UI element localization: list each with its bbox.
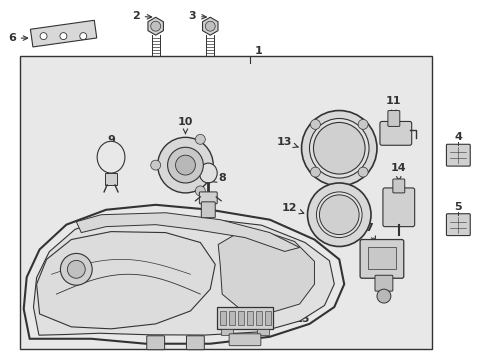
Circle shape (376, 289, 390, 303)
FancyBboxPatch shape (221, 329, 233, 335)
Circle shape (310, 167, 320, 177)
Ellipse shape (97, 141, 124, 173)
Circle shape (357, 120, 367, 129)
FancyBboxPatch shape (379, 121, 411, 145)
Text: 13: 13 (276, 137, 298, 148)
Circle shape (61, 253, 92, 285)
FancyBboxPatch shape (186, 336, 204, 350)
Polygon shape (202, 17, 218, 35)
Circle shape (157, 137, 213, 193)
FancyBboxPatch shape (359, 239, 403, 278)
FancyBboxPatch shape (256, 329, 268, 335)
FancyBboxPatch shape (255, 311, 262, 325)
FancyBboxPatch shape (146, 336, 164, 350)
Circle shape (309, 118, 368, 178)
FancyBboxPatch shape (264, 311, 270, 325)
Text: 9: 9 (107, 135, 115, 151)
Circle shape (167, 147, 203, 183)
Circle shape (40, 33, 47, 40)
Text: 14: 14 (390, 163, 406, 181)
FancyBboxPatch shape (387, 111, 399, 126)
Circle shape (313, 122, 365, 174)
Circle shape (175, 155, 195, 175)
Circle shape (195, 134, 205, 144)
Text: 12: 12 (281, 203, 303, 214)
Circle shape (307, 183, 370, 247)
Polygon shape (24, 205, 344, 344)
Text: 15: 15 (276, 314, 309, 324)
Polygon shape (37, 231, 215, 329)
FancyBboxPatch shape (229, 334, 260, 346)
Circle shape (319, 195, 358, 235)
Text: 7: 7 (365, 222, 375, 241)
Bar (30, 20, 97, 47)
Text: 1: 1 (254, 46, 262, 56)
FancyBboxPatch shape (220, 311, 225, 325)
Circle shape (80, 33, 86, 40)
Polygon shape (148, 17, 163, 35)
Text: 2: 2 (132, 11, 151, 21)
FancyBboxPatch shape (199, 192, 217, 204)
Polygon shape (76, 213, 299, 251)
Circle shape (150, 21, 161, 31)
Polygon shape (33, 215, 334, 335)
FancyBboxPatch shape (382, 188, 414, 227)
Circle shape (310, 120, 320, 129)
Circle shape (60, 33, 67, 40)
FancyBboxPatch shape (246, 311, 252, 325)
Circle shape (316, 192, 361, 238)
FancyBboxPatch shape (446, 144, 469, 166)
Text: 6: 6 (8, 33, 28, 43)
Text: 11: 11 (386, 96, 401, 114)
FancyBboxPatch shape (105, 173, 117, 185)
Text: 4: 4 (453, 132, 461, 142)
Text: 3: 3 (188, 11, 206, 21)
FancyBboxPatch shape (217, 307, 272, 329)
FancyBboxPatch shape (392, 179, 404, 193)
FancyBboxPatch shape (238, 311, 244, 325)
Text: 5: 5 (453, 202, 461, 212)
FancyBboxPatch shape (201, 202, 215, 218)
Circle shape (357, 167, 367, 177)
FancyBboxPatch shape (446, 214, 469, 235)
FancyBboxPatch shape (367, 247, 395, 269)
Circle shape (301, 111, 376, 186)
Ellipse shape (199, 163, 217, 183)
Circle shape (205, 21, 215, 31)
Polygon shape (218, 231, 314, 313)
Text: 8: 8 (212, 173, 225, 183)
FancyBboxPatch shape (229, 311, 235, 325)
Text: 10: 10 (178, 117, 193, 134)
Circle shape (67, 260, 85, 278)
Circle shape (150, 160, 161, 170)
Circle shape (195, 186, 205, 196)
FancyBboxPatch shape (374, 275, 392, 291)
Bar (20, 56, 431, 349)
